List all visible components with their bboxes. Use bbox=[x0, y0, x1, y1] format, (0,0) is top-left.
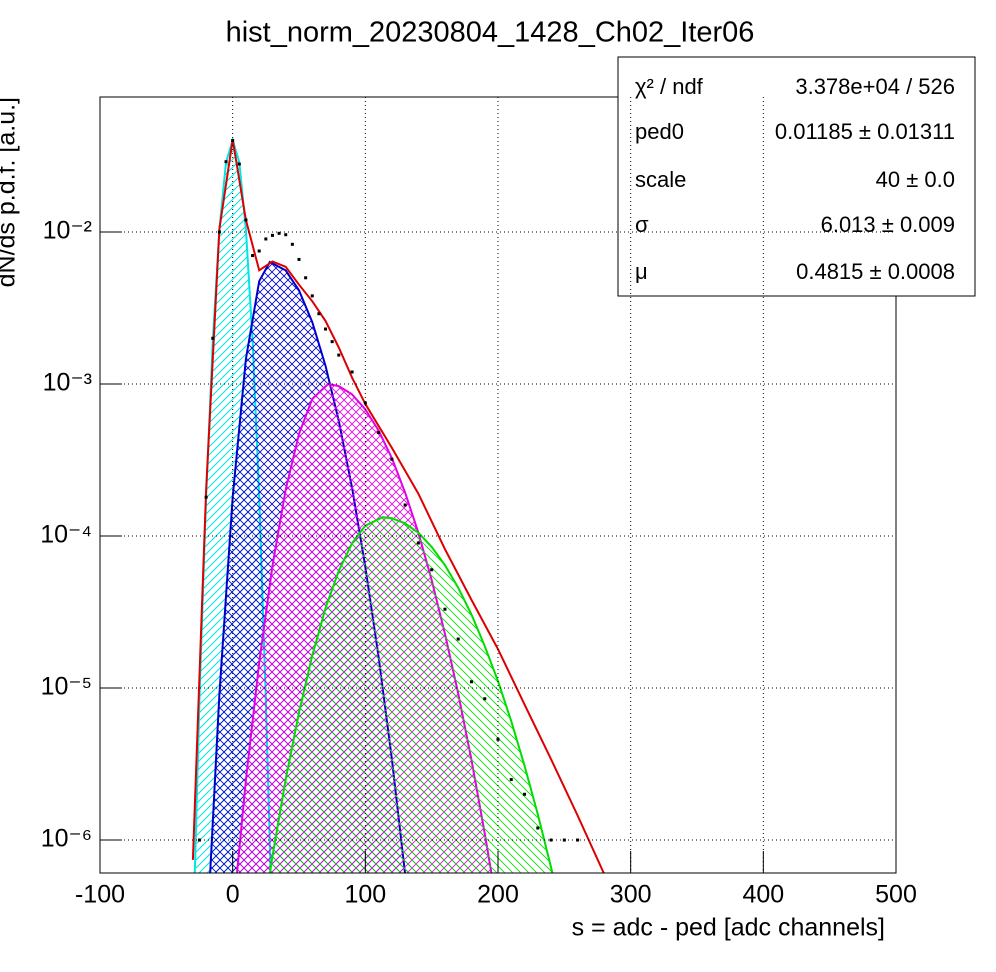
data-point bbox=[456, 637, 460, 641]
data-point bbox=[257, 249, 261, 253]
x-tick-label: 300 bbox=[610, 881, 652, 909]
data-point bbox=[244, 218, 248, 222]
data-point bbox=[416, 541, 420, 545]
data-point bbox=[350, 370, 354, 374]
stats-value: 6.013 ± 0.009 bbox=[821, 212, 955, 237]
data-point bbox=[224, 160, 228, 164]
stats-label: μ bbox=[635, 259, 648, 284]
plot-area bbox=[191, 136, 605, 873]
data-point bbox=[317, 312, 321, 316]
data-point bbox=[443, 607, 447, 611]
data-point bbox=[211, 336, 215, 340]
stats-label: scale bbox=[635, 167, 686, 192]
stats-label: σ bbox=[635, 212, 649, 237]
y-tick-label: 10⁻⁶ bbox=[41, 825, 92, 853]
data-point bbox=[297, 257, 301, 261]
chart-title: hist_norm_20230804_1428_Ch02_Iter06 bbox=[226, 17, 755, 49]
stats-label: ped0 bbox=[635, 119, 684, 144]
area bbox=[269, 517, 553, 873]
data-point bbox=[536, 826, 540, 830]
data-point bbox=[277, 231, 281, 235]
stats-value: 0.01185 ± 0.01311 bbox=[775, 119, 955, 144]
data-point bbox=[324, 327, 328, 331]
x-tick-label: 0 bbox=[226, 881, 240, 909]
stats-value: 0.4815 ± 0.0008 bbox=[796, 259, 955, 284]
data-point bbox=[204, 495, 208, 499]
data-point bbox=[264, 237, 268, 241]
y-axis-label: dN/ds p.d.f. [a.u.] bbox=[0, 97, 21, 287]
y-tick-label: 10⁻⁴ bbox=[40, 521, 92, 549]
data-point bbox=[330, 340, 334, 344]
data-point bbox=[469, 680, 473, 684]
data-point bbox=[390, 457, 394, 461]
data-point bbox=[363, 401, 367, 405]
x-tick-label: -100 bbox=[75, 881, 125, 909]
stats-box: χ² / ndf 3.378e+04 / 526 ped0 0.01185 ± 0.0… bbox=[617, 56, 976, 297]
data-point bbox=[290, 242, 294, 246]
data-point bbox=[237, 162, 241, 166]
x-tick-label: 400 bbox=[742, 881, 784, 909]
data-point bbox=[403, 503, 407, 507]
y-tick-label: 10⁻² bbox=[43, 217, 92, 245]
data-point bbox=[217, 230, 221, 234]
x-axis-label: s = adc - ped [adc channels] bbox=[572, 914, 885, 942]
data-point bbox=[377, 430, 381, 434]
data-point bbox=[483, 697, 487, 701]
data-point bbox=[430, 568, 434, 572]
x-tick-label: 100 bbox=[344, 881, 386, 909]
y-tick-label: 10⁻³ bbox=[43, 369, 92, 397]
curve bbox=[268, 516, 554, 873]
data-point bbox=[304, 276, 308, 280]
data-point bbox=[310, 294, 314, 298]
stats-value: 40 ± 0.0 bbox=[876, 167, 955, 192]
stats-label: χ² / ndf bbox=[635, 74, 704, 99]
data-point bbox=[337, 353, 341, 357]
x-tick-label: 200 bbox=[477, 881, 519, 909]
stats-value: 3.378e+04 / 526 bbox=[795, 74, 955, 99]
data-point bbox=[549, 838, 553, 842]
data-point bbox=[576, 838, 580, 842]
data-point bbox=[270, 233, 274, 237]
x-tick-label: 500 bbox=[875, 881, 917, 909]
data-point bbox=[284, 233, 288, 237]
data-point bbox=[523, 792, 527, 796]
data-point bbox=[509, 778, 513, 782]
data-point bbox=[251, 254, 255, 258]
y-tick-label: 10⁻⁵ bbox=[41, 673, 92, 701]
stats-frame bbox=[617, 56, 976, 297]
curve bbox=[191, 139, 605, 873]
data-point bbox=[231, 138, 235, 142]
data-point bbox=[496, 737, 500, 741]
data-point bbox=[198, 838, 201, 842]
